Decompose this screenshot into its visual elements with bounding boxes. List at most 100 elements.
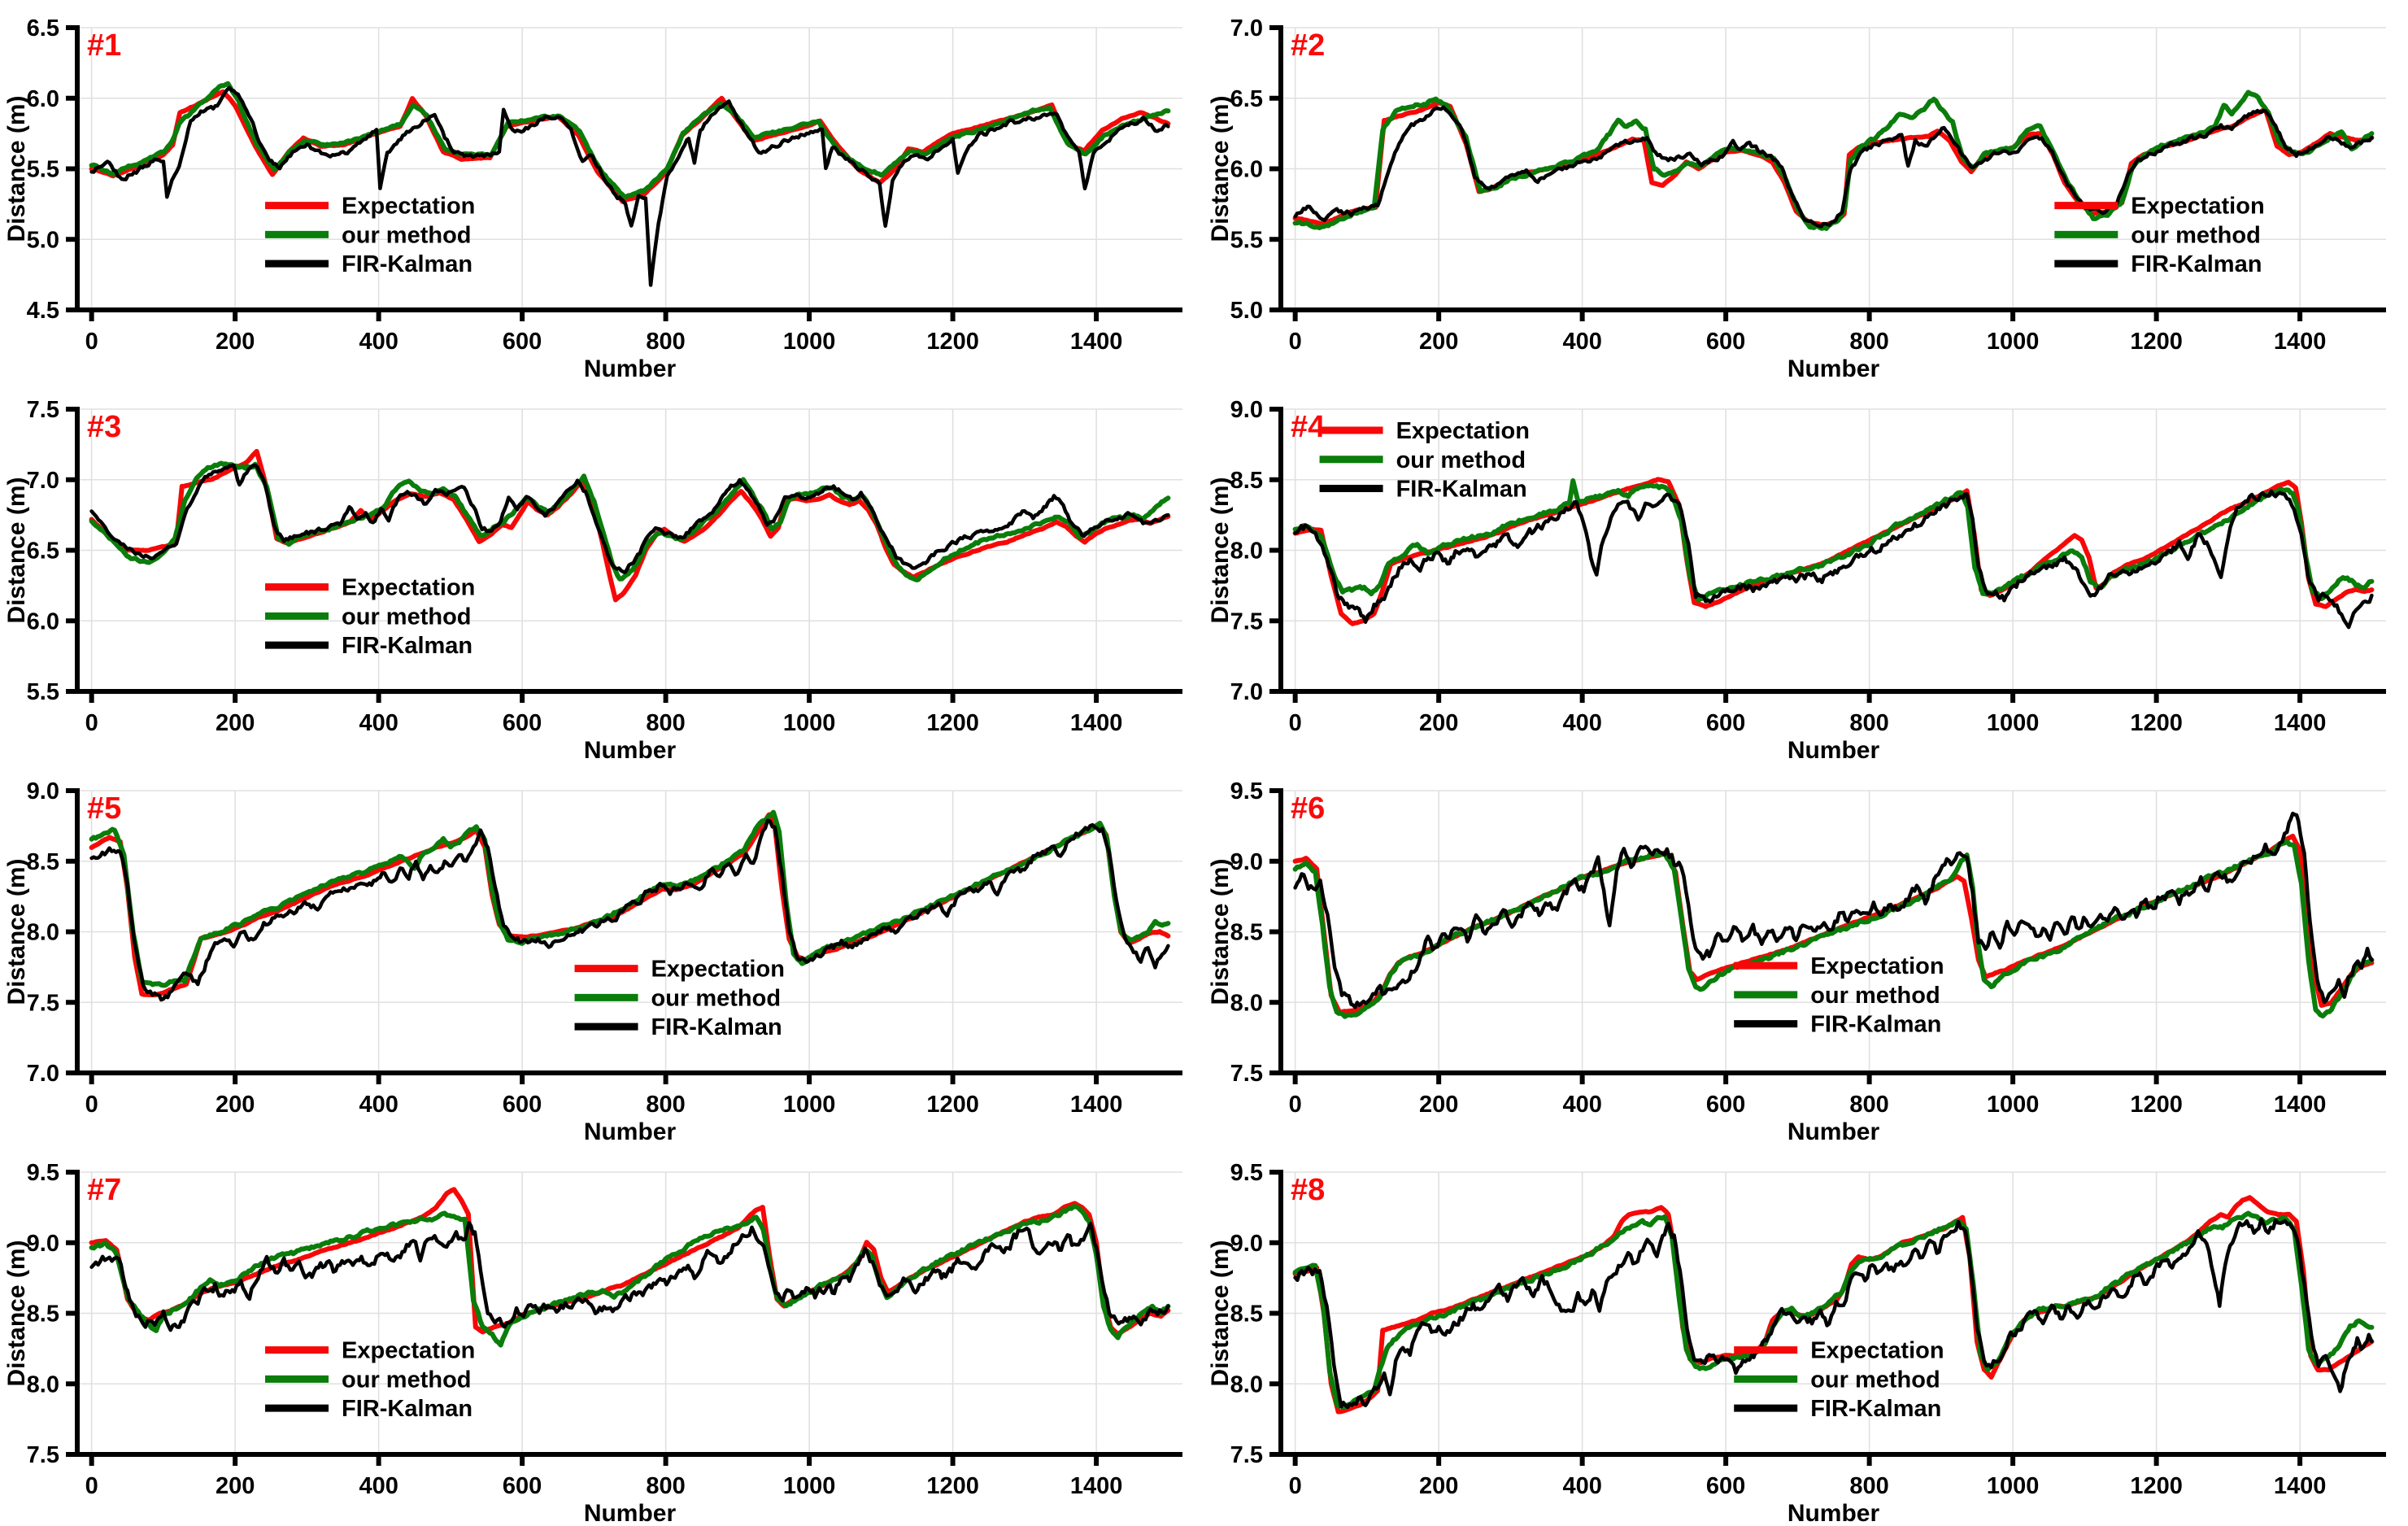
x-tick-label: 400	[359, 1092, 398, 1118]
x-tick-label: 1400	[2274, 1092, 2327, 1118]
legend-label: our method	[342, 604, 472, 630]
legend-label: FIR-Kalman	[342, 1396, 472, 1422]
legend-label: Expectation	[342, 1338, 475, 1364]
x-tick-label: 1000	[1987, 1092, 2040, 1118]
panel-label: #6	[1291, 791, 1325, 826]
series-line-fir-kalman	[89, 463, 1170, 575]
x-tick-label: 1200	[926, 329, 979, 355]
y-tick-label: 9.0	[27, 778, 59, 804]
legend-label: our method	[342, 222, 472, 248]
y-axis-label: Distance (m)	[3, 477, 30, 623]
x-tick-label: 1400	[1070, 329, 1123, 355]
legend-label: our method	[1810, 1367, 1940, 1393]
y-tick-label: 5.0	[27, 227, 59, 253]
legend-label: our method	[1396, 447, 1526, 473]
y-tick-label: 5.5	[1230, 227, 1263, 253]
x-tick-label: 400	[359, 329, 398, 355]
x-tick-label: 200	[216, 1092, 255, 1118]
legend-label: Expectation	[1810, 953, 1944, 979]
y-tick-label: 9.5	[1230, 1160, 1263, 1186]
x-tick-label: 400	[359, 1473, 398, 1499]
series-line-fir-kalman	[89, 85, 1170, 287]
line-chart-6: 7.5 8.0 8.5 9.0 9.5 0 200 400 600 800 1000 1200 1400…	[1207, 778, 2386, 1144]
x-tick-label: 600	[503, 329, 542, 355]
x-tick-label: 0	[1289, 1092, 1302, 1118]
line-chart-2: 5.0 5.5 6.0 6.5 7.0 0 200 400 600 800 1000 1200 1400…	[1207, 15, 2386, 382]
y-tick-label: 7.5	[1230, 1442, 1263, 1468]
y-tick-label: 9.0	[1230, 849, 1263, 875]
x-axis-label: Number	[584, 1500, 677, 1526]
x-tick-label: 1200	[2130, 329, 2183, 355]
legend-label: our method	[651, 985, 782, 1011]
legend-label: our method	[342, 1367, 472, 1393]
x-tick-label: 0	[1289, 1473, 1302, 1499]
series-line-our-method	[1292, 1210, 2375, 1410]
legend-label: FIR-Kalman	[1810, 1396, 1941, 1422]
x-tick-label: 0	[1289, 710, 1302, 736]
y-tick-label: 7.0	[1230, 679, 1263, 705]
panel-label: #7	[87, 1173, 121, 1207]
series-line-fir-kalman	[1293, 489, 2374, 630]
x-tick-label: 400	[1562, 329, 1601, 355]
legend-label: Expectation	[1810, 1338, 1944, 1364]
x-tick-label: 800	[646, 710, 685, 736]
x-tick-label: 0	[85, 1092, 98, 1118]
chart-panel-3: 5.5 6.0 6.5 7.0 7.5 0 200 400 600 800 1000 1200 1400…	[0, 382, 1204, 763]
x-axis-label: Number	[1787, 1500, 1880, 1526]
y-tick-label: 7.0	[27, 468, 59, 494]
x-axis-label: Number	[1787, 1118, 1880, 1144]
y-tick-label: 5.0	[1230, 298, 1263, 324]
x-tick-label: 600	[1706, 329, 1745, 355]
legend-label: Expectation	[342, 575, 475, 601]
y-tick-label: 7.0	[27, 1061, 59, 1087]
chart-panel-1: 4.5 5.0 5.5 6.0 6.5 0 200 400 600 800 1000 1200 1400…	[0, 0, 1204, 382]
x-tick-label: 800	[1849, 329, 1888, 355]
y-tick-label: 7.5	[27, 1442, 59, 1468]
x-tick-label: 0	[85, 1473, 98, 1499]
x-tick-label: 1000	[783, 1473, 836, 1499]
x-tick-label: 1000	[1987, 710, 2040, 736]
x-tick-label: 400	[1562, 1092, 1601, 1118]
panel-label: #2	[1291, 28, 1325, 63]
line-chart-4: 7.0 7.5 8.0 8.5 9.0 0 200 400 600 800 1000 1200 1400…	[1207, 397, 2386, 763]
legend-label: FIR-Kalman	[2131, 251, 2262, 277]
x-tick-label: 1400	[1070, 710, 1123, 736]
x-tick-label: 1400	[2274, 710, 2327, 736]
x-tick-label: 400	[1562, 710, 1601, 736]
x-tick-label: 1200	[926, 1473, 979, 1499]
y-axis-label: Distance (m)	[1207, 477, 1234, 623]
y-tick-label: 6.5	[27, 15, 59, 41]
line-chart-5: 7.0 7.5 8.0 8.5 9.0 0 200 400 600 800 1000 1200 1400…	[3, 778, 1182, 1144]
x-axis-label: Number	[1787, 737, 1880, 763]
x-axis-label: Number	[584, 737, 677, 763]
x-tick-label: 1000	[783, 329, 836, 355]
x-tick-label: 800	[646, 1092, 685, 1118]
chart-panel-8: 7.5 8.0 8.5 9.0 9.5 0 200 400 600 800 1000 1200 1400…	[1204, 1144, 2408, 1526]
series-line-fir-kalman	[1293, 811, 2374, 1009]
x-tick-label: 1000	[1987, 1473, 2040, 1499]
x-tick-label: 600	[503, 1092, 542, 1118]
y-tick-label: 6.5	[1230, 86, 1263, 112]
x-tick-label: 800	[646, 329, 685, 355]
panel-label: #8	[1291, 1173, 1325, 1207]
y-axis-label: Distance (m)	[1207, 858, 1234, 1005]
x-tick-label: 1400	[1070, 1092, 1123, 1118]
series-line-our-method	[89, 460, 1171, 582]
legend-label: our method	[1810, 983, 1940, 1009]
x-tick-label: 1000	[783, 1092, 836, 1118]
y-tick-label: 7.5	[1230, 1061, 1263, 1087]
panel-label: #4	[1291, 410, 1325, 444]
legend-label: Expectation	[2131, 194, 2264, 220]
x-tick-label: 200	[216, 1473, 255, 1499]
x-tick-label: 1400	[1070, 1473, 1123, 1499]
y-tick-label: 7.0	[1230, 15, 1263, 41]
legend-label: FIR-Kalman	[651, 1014, 782, 1040]
x-tick-label: 600	[503, 710, 542, 736]
series-line-fir-kalman	[89, 1220, 1170, 1332]
x-tick-label: 600	[1706, 1092, 1745, 1118]
y-tick-label: 8.0	[1230, 1371, 1263, 1397]
series-line-fir-kalman	[89, 818, 1170, 1002]
x-tick-label: 1000	[1987, 329, 2040, 355]
x-tick-label: 800	[646, 1473, 685, 1499]
